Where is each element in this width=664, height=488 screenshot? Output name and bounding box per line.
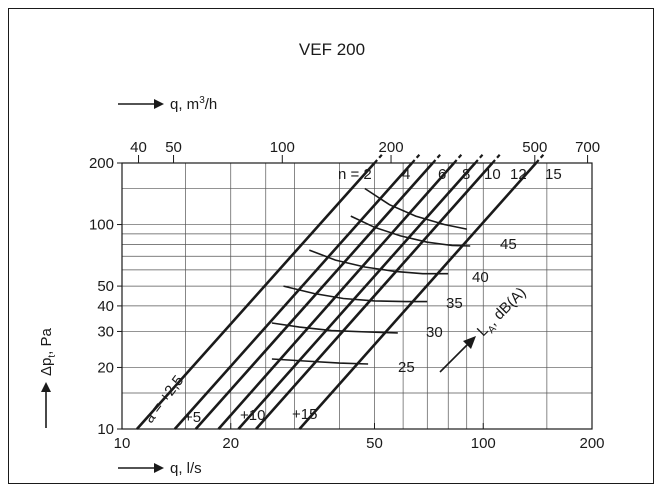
la-label: LA, dB(A) [474,284,532,342]
speed-line-label: n = 2 [338,166,372,183]
y-tick-label: 40 [97,298,114,315]
sound-level-label: 25 [398,359,415,376]
damper-label: a = +2,5 [141,372,188,426]
speed-line-extension [491,151,503,164]
y-axis-label-text: Δpt, Pa [38,328,58,376]
y-tick-label: 20 [97,359,114,376]
chart-title: VEF 200 [299,40,365,59]
bottom-axis-label-text: q, l/s [170,460,202,477]
speed-line-label: 4 [402,166,410,183]
y-tick-label: 100 [89,217,114,234]
y-tick-label: 30 [97,323,114,340]
x-top-tick-label: 200 [379,139,404,156]
damper-label: +15 [292,406,317,423]
x-top-tick-label: 500 [522,139,547,156]
y-tick-label: 10 [97,421,114,438]
damper-label: +5 [184,409,201,426]
x-top-tick-label: 100 [270,139,295,156]
x-bottom-tick-label: 200 [579,435,604,452]
y-axis-arrow-head [41,382,51,392]
la-arrow-head [463,336,476,349]
la-arrow-line [439,343,469,373]
speed-line [237,162,477,430]
y-axis-label: Δpt, Pa [38,328,58,428]
speed-line-label: 12 [510,166,527,183]
y-tick-label: 50 [97,278,114,295]
plot-border [121,162,593,430]
damper-label: +10 [240,407,265,424]
sound-level-label: 40 [472,269,489,286]
speed-line-extension [535,151,547,164]
x-bottom-tick-label: 50 [366,435,383,452]
bottom-axis-label: q, l/s [118,460,202,477]
speed-line-label: 10 [484,166,501,183]
top-axis-label-text: q, m3/h [170,95,217,113]
speed-line-label: 8 [462,166,470,183]
sound-curves [271,187,471,365]
speed-line-extension [453,151,465,164]
x-top-tick-label: 50 [165,139,182,156]
ticks: 10 20 50 100 200 40 50 100 200 500 700 10 20 30 40 50 10… [89,139,605,452]
speed-line [135,162,376,430]
bottom-axis-arrow-head [154,463,164,473]
sound-curve [283,285,428,303]
sound-level-label: 45 [500,236,517,253]
sound-curve [271,322,398,334]
speed-line-extension [474,151,486,164]
speed-lines [135,151,547,430]
speed-line [173,162,413,430]
speed-line [298,162,538,430]
speed-line-extension [431,151,443,164]
speed-line-label: 15 [545,166,562,183]
x-top-tick-label: 700 [575,139,600,156]
figure-frame [8,8,654,484]
sound-curve [271,358,369,365]
sound-curve [350,215,471,247]
speed-line-extension [411,151,423,164]
grid [122,163,592,429]
sound-level-label: 30 [426,324,443,341]
speed-line-extension [373,151,385,164]
x-bottom-tick-label: 100 [471,435,496,452]
y-tick-label: 200 [89,155,114,172]
speed-line [194,162,434,430]
speed-line-label: 6 [438,166,446,183]
speed-line [217,162,455,430]
top-axis-label: q, m3/h [118,95,217,113]
speed-line [255,162,494,430]
x-bottom-tick-label: 10 [114,435,131,452]
top-axis-arrow-head [154,99,164,109]
x-top-tick-label: 40 [130,139,147,156]
sound-level-label: 35 [446,295,463,312]
x-bottom-tick-label: 20 [222,435,239,452]
